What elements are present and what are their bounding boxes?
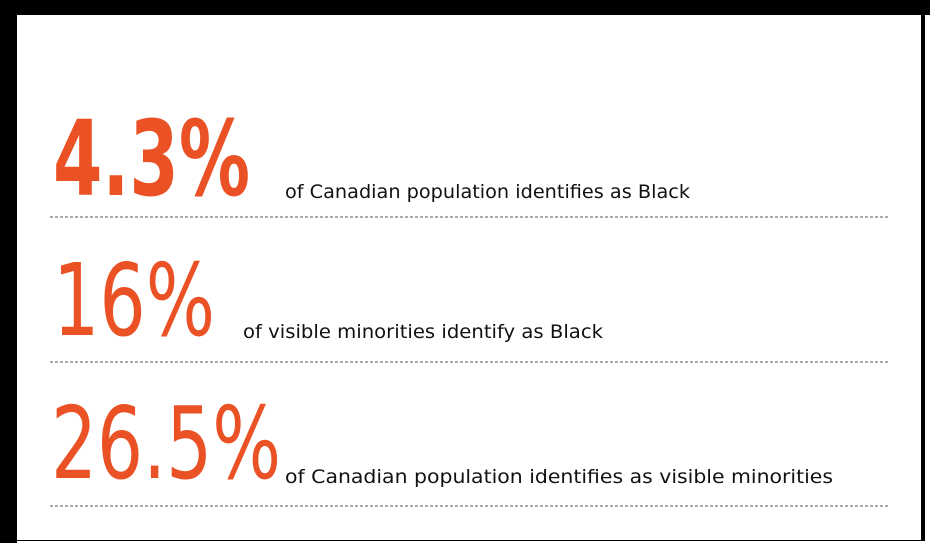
frame-right [921,0,925,541]
stat-text: of Canadian population identifies as vis… [285,466,833,488]
frame-left [0,0,17,543]
frame-top [0,0,930,15]
stat-text: of Canadian population identifies as Bla… [285,181,690,203]
stat-figure: 16% [53,242,215,359]
frame-bottom [17,540,925,541]
stat-figure: 4.3% [53,98,250,220]
stat-text: of visible minorities identify as Black [243,321,603,343]
stat-figure: 26.5% [51,385,281,502]
